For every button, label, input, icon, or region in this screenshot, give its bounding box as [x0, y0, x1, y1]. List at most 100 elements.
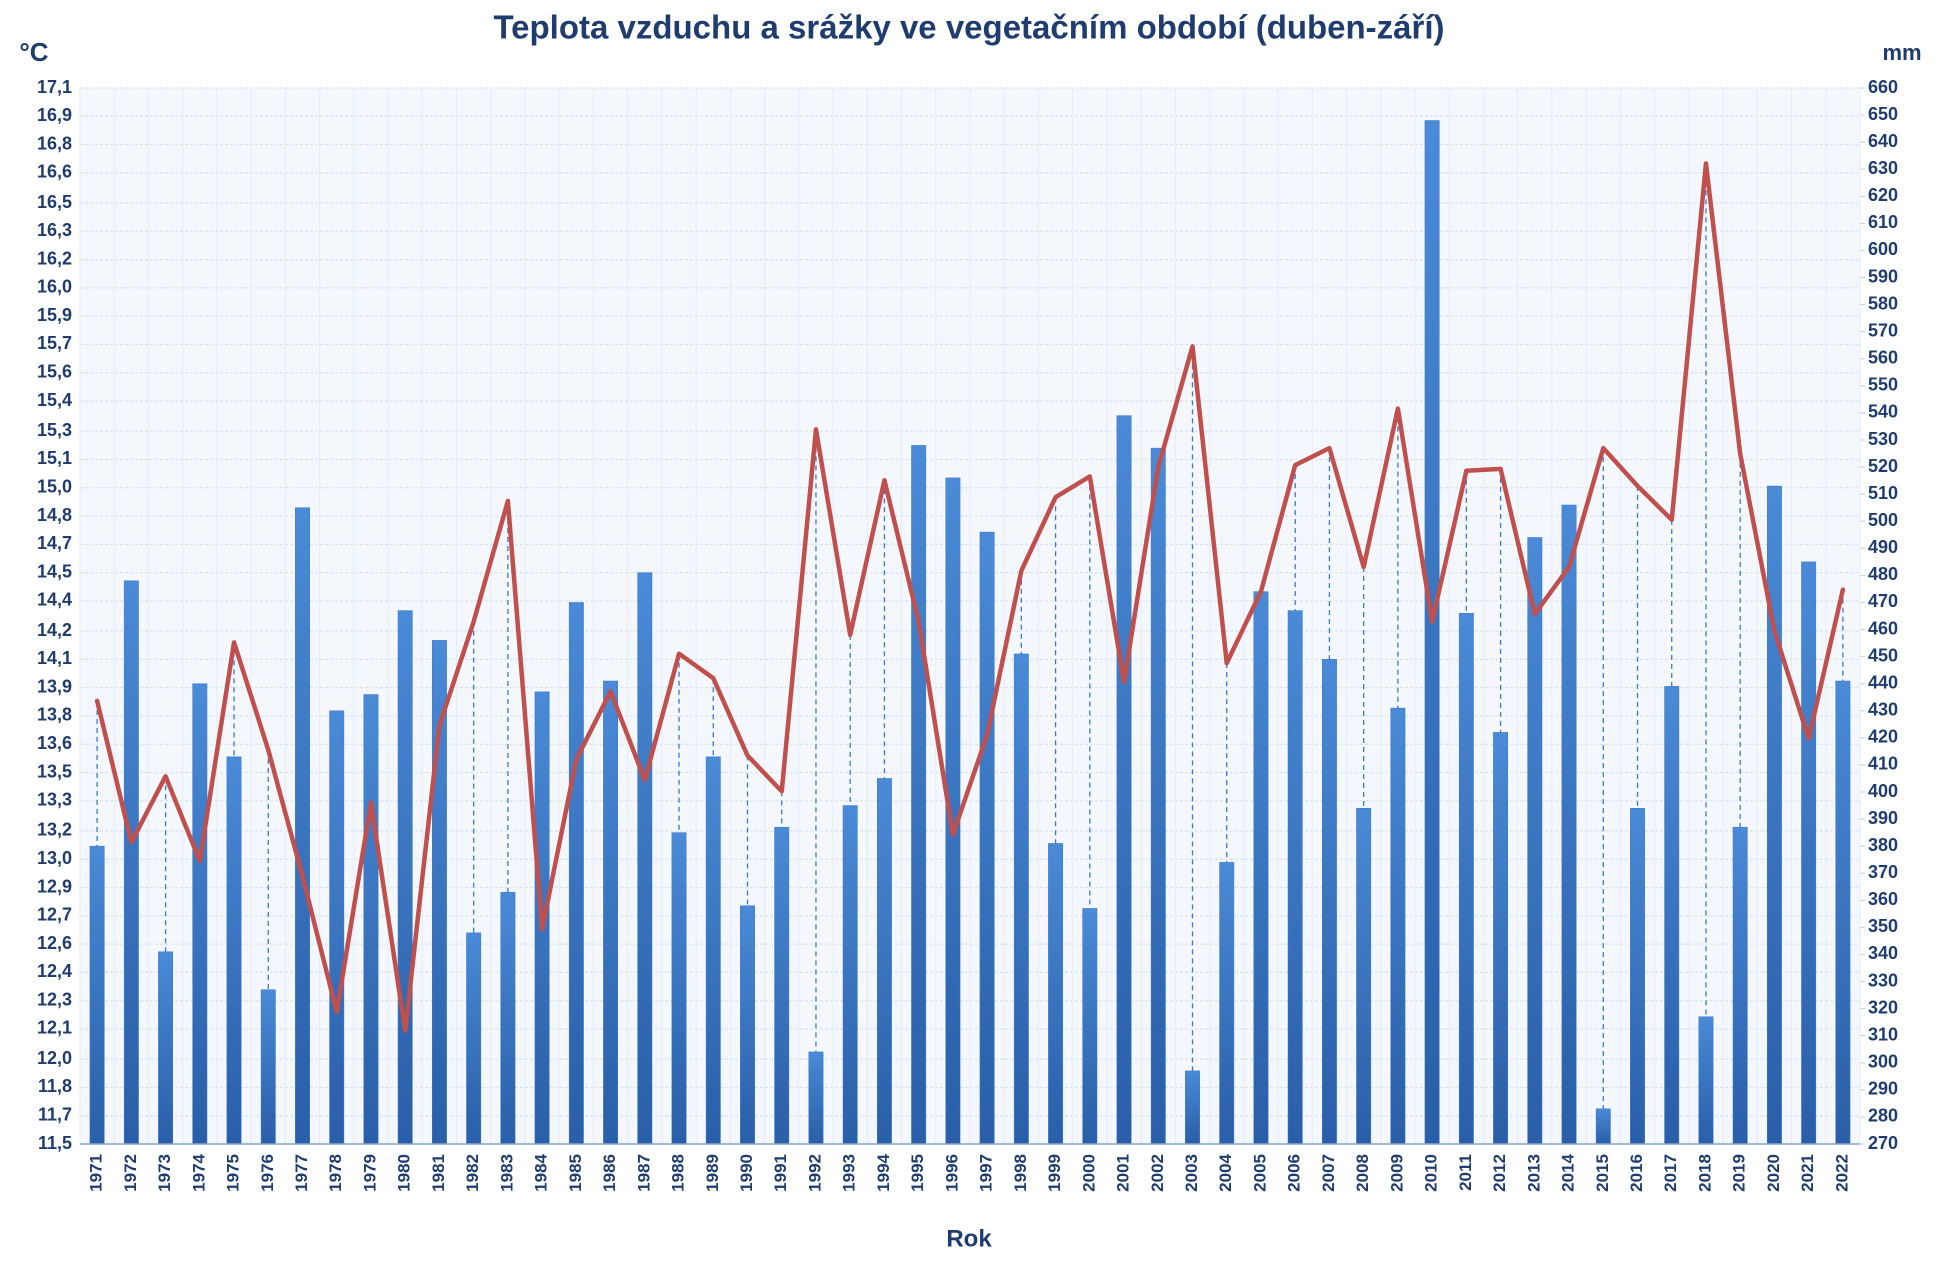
bar: [1493, 732, 1509, 1145]
y2-tick-label: 360: [1868, 889, 1898, 909]
y-tick-label: 14,1: [37, 648, 72, 668]
x-tick-label: 2004: [1216, 1153, 1235, 1191]
y2-tick-label: 520: [1868, 456, 1898, 476]
y2-tick-label: 570: [1868, 320, 1898, 340]
y2-tick-label: 390: [1868, 808, 1898, 828]
x-tick-label: 1975: [224, 1154, 243, 1192]
y2-tick-label: 400: [1868, 781, 1898, 801]
bar: [774, 826, 790, 1145]
x-tick-label: 1982: [463, 1154, 482, 1192]
x-tick-label: 2000: [1079, 1154, 1098, 1192]
y2-tick-label: 310: [1868, 1024, 1898, 1044]
y2-tick-label: 480: [1868, 564, 1898, 584]
bar: [89, 845, 105, 1145]
bar: [876, 778, 892, 1145]
x-tick-label: 1999: [1045, 1154, 1064, 1192]
y2-tick-label: 330: [1868, 970, 1898, 990]
x-tick-label: 1989: [703, 1154, 722, 1192]
x-tick-label: 1974: [189, 1153, 208, 1191]
y-tick-label: 17,1: [37, 77, 72, 97]
bar: [842, 805, 858, 1145]
y-tick-label: 12,3: [37, 989, 72, 1009]
y-tick-label: 12,9: [37, 876, 72, 896]
y2-tick-label: 450: [1868, 645, 1898, 665]
x-tick-label: 2017: [1661, 1154, 1680, 1192]
x-tick-label: 2014: [1559, 1153, 1578, 1191]
x-tick-label: 2005: [1250, 1154, 1269, 1192]
y-tick-label: 14,2: [37, 620, 72, 640]
bar: [1561, 504, 1577, 1145]
x-tick-label: 1995: [908, 1154, 927, 1192]
x-tick-label: 2007: [1319, 1154, 1338, 1192]
x-tick-label: 2018: [1695, 1154, 1714, 1192]
y-tick-label: 14,4: [37, 590, 72, 610]
y2-tick-label: 280: [1868, 1106, 1898, 1126]
y-tick-label: 14,8: [37, 505, 72, 525]
bar: [295, 507, 310, 1145]
y-tick-label: 12,1: [37, 1018, 72, 1038]
y2-tick-label: 410: [1868, 754, 1898, 774]
x-tick-label: 1998: [1011, 1154, 1030, 1192]
y2-tick-label: 470: [1868, 591, 1898, 611]
y-tick-label: 16,5: [37, 192, 72, 212]
bar: [1219, 862, 1235, 1145]
y-tick-label: 15,6: [37, 361, 72, 381]
bar: [705, 756, 721, 1145]
y-tick-label: 11,5: [38, 1133, 72, 1153]
y2-tick-label: 460: [1868, 618, 1898, 638]
x-tick-label: 2009: [1387, 1154, 1406, 1192]
bar: [1321, 659, 1337, 1145]
y2-tick-label: 650: [1868, 104, 1898, 124]
x-tick-label: 1972: [121, 1154, 140, 1192]
y-tick-label: 16,2: [37, 248, 72, 268]
y2-axis-label: mm: [1882, 40, 1921, 65]
y-tick-label: 15,1: [37, 448, 72, 468]
y2-tick-label: 440: [1868, 672, 1898, 692]
y-tick-label: 13,8: [37, 705, 72, 725]
x-tick-label: 1992: [805, 1154, 824, 1192]
y2-tick-label: 320: [1868, 997, 1898, 1017]
y-tick-label: 16,3: [37, 220, 72, 240]
bar: [1253, 591, 1269, 1145]
x-tick-label: 2020: [1764, 1154, 1783, 1192]
y-axis-label: °C: [19, 37, 48, 67]
y-tick-label: 13,0: [37, 848, 72, 868]
y-tick-label: 12,0: [37, 1048, 72, 1068]
bar: [158, 951, 174, 1145]
bar: [1835, 680, 1851, 1145]
x-tick-label: 2012: [1490, 1154, 1509, 1192]
x-tick-label: 1994: [874, 1153, 893, 1191]
x-tick-label: 2015: [1593, 1154, 1612, 1192]
y-tick-label: 15,9: [37, 305, 72, 325]
bar: [226, 756, 242, 1145]
x-tick-label: 2003: [1182, 1154, 1201, 1192]
bar: [260, 989, 276, 1145]
line: [94, 161, 1846, 1034]
y2-tick-label: 490: [1868, 537, 1898, 557]
x-tick-label: 2010: [1422, 1154, 1441, 1192]
y2-tick-label: 600: [1868, 239, 1898, 259]
bar: [911, 445, 927, 1145]
y-tick-label: 16,9: [37, 105, 72, 125]
x-tick-label: 1993: [840, 1154, 859, 1192]
x-tick-label: 1987: [634, 1154, 653, 1192]
bar: [1150, 447, 1166, 1145]
bar: [1458, 613, 1474, 1145]
bar: [1595, 1108, 1611, 1145]
x-tick-label: 2006: [1285, 1154, 1304, 1192]
bar: [1630, 807, 1645, 1145]
y2-tick-label: 550: [1868, 375, 1898, 395]
bar: [808, 1051, 824, 1145]
y-tick-label: 12,4: [37, 961, 72, 981]
x-tick-label: 1983: [497, 1154, 516, 1192]
bar: [1013, 653, 1029, 1145]
x-tick-label: 1985: [566, 1154, 585, 1192]
x-tick-label: 1991: [771, 1154, 790, 1192]
y2-tick-label: 530: [1868, 429, 1898, 449]
y-tick-label: 16,8: [37, 133, 72, 153]
x-tick-label: 1973: [155, 1154, 174, 1192]
x-tick-label: 1971: [87, 1154, 106, 1192]
bar: [1424, 120, 1440, 1145]
bar: [671, 832, 687, 1145]
